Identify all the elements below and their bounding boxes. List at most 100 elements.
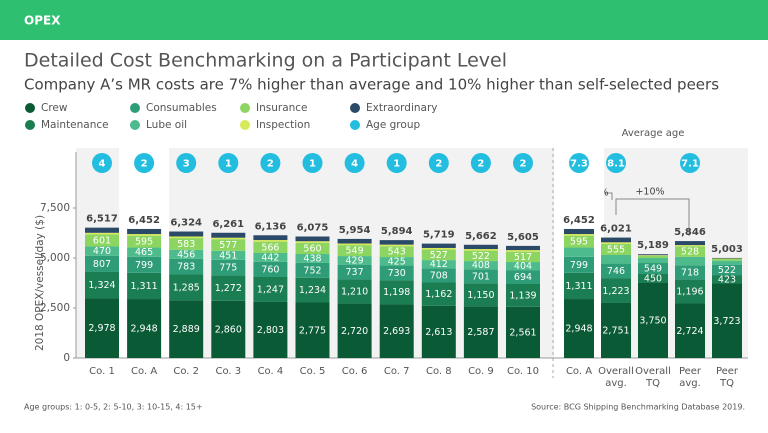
legend-label: Maintenance bbox=[41, 119, 109, 131]
legend-swatch bbox=[25, 103, 35, 113]
data-label: 799 bbox=[135, 260, 153, 271]
x-tick-label: Peer TQ bbox=[716, 366, 739, 389]
legend-swatch bbox=[350, 120, 360, 130]
bar-segment bbox=[564, 247, 594, 257]
total-label: 6,452 bbox=[563, 215, 595, 226]
data-label: 2,860 bbox=[215, 324, 242, 335]
data-label: 549 bbox=[644, 264, 662, 275]
data-label: 1,311 bbox=[565, 281, 592, 292]
legend-label: Insurance bbox=[256, 102, 308, 114]
x-tick-label: Overall TQ bbox=[635, 366, 671, 389]
age-label: 8.1 bbox=[607, 159, 625, 170]
data-label: 1,285 bbox=[173, 282, 200, 293]
age-label: 2 bbox=[477, 159, 484, 170]
bar-segment bbox=[506, 251, 540, 263]
data-label: 1,210 bbox=[341, 287, 368, 298]
total-label: 6,324 bbox=[170, 218, 202, 229]
bar-segment bbox=[564, 299, 594, 358]
bar-segment bbox=[506, 270, 540, 284]
x-tick-label: Co. 5 bbox=[300, 366, 326, 377]
total-label: 5,003 bbox=[711, 244, 743, 255]
data-label: 1,223 bbox=[602, 286, 629, 297]
data-label: 2,948 bbox=[130, 324, 157, 335]
age-marker bbox=[470, 153, 491, 173]
total-label: 5,894 bbox=[381, 226, 413, 237]
data-label: 3,750 bbox=[639, 316, 666, 327]
bar-segment bbox=[712, 275, 742, 284]
bar-segment bbox=[169, 300, 204, 358]
data-label: 451 bbox=[219, 250, 237, 261]
bar-segment bbox=[169, 236, 204, 239]
bar-segment bbox=[253, 235, 288, 241]
bar-segment bbox=[506, 306, 540, 358]
total-label: 6,261 bbox=[212, 219, 244, 230]
x-tick-label-line: Peer bbox=[716, 366, 739, 377]
header-bar bbox=[0, 0, 768, 40]
data-label: 2,751 bbox=[602, 325, 629, 336]
legend-swatch bbox=[240, 120, 250, 130]
data-label: 2,724 bbox=[676, 326, 703, 337]
bar-segment bbox=[211, 232, 246, 238]
bar-segment bbox=[712, 283, 742, 358]
legend-swatch bbox=[350, 103, 360, 113]
bar-segment bbox=[253, 240, 288, 242]
data-label: 404 bbox=[514, 261, 532, 272]
bar-segment bbox=[601, 237, 631, 243]
data-label: 423 bbox=[718, 274, 736, 285]
age-marker bbox=[513, 153, 533, 173]
bar-segment bbox=[675, 256, 705, 266]
bar-segment bbox=[421, 243, 456, 248]
age-marker bbox=[606, 153, 626, 173]
x-tick-label-line: TQ bbox=[645, 378, 660, 389]
age-label: 7.3 bbox=[570, 159, 588, 170]
x-tick-label: Co. 2 bbox=[173, 366, 199, 377]
data-label: 1,162 bbox=[425, 289, 452, 300]
legend-swatch bbox=[25, 120, 35, 130]
data-label: 412 bbox=[430, 259, 448, 270]
bar-segment bbox=[253, 241, 288, 253]
age-label: 2 bbox=[267, 159, 274, 170]
bracket-line bbox=[615, 198, 690, 236]
bar-segment bbox=[211, 250, 246, 260]
data-label: 2,889 bbox=[173, 324, 200, 335]
legend-label: Consumables bbox=[146, 102, 217, 114]
age-label: 4 bbox=[99, 159, 106, 170]
bar-segment bbox=[379, 265, 414, 281]
data-label: 438 bbox=[303, 253, 321, 264]
bar-segment bbox=[379, 246, 414, 258]
data-label: 1,196 bbox=[676, 287, 703, 298]
bar-segment bbox=[463, 283, 498, 307]
total-label: 6,517 bbox=[86, 214, 118, 225]
data-label: 2,948 bbox=[565, 324, 592, 335]
data-label: 1,247 bbox=[257, 284, 284, 295]
chart-subtitle: Company A’s MR costs are 7% higher than … bbox=[24, 76, 719, 94]
bar-segment bbox=[337, 264, 372, 280]
legend-swatch bbox=[130, 103, 140, 113]
data-label: 1,311 bbox=[130, 281, 157, 292]
annotation: Average age bbox=[622, 128, 685, 139]
bar-segment bbox=[675, 245, 705, 247]
y-tick-label: 2,500 bbox=[40, 302, 70, 314]
data-label: 566 bbox=[261, 242, 279, 253]
legend-label: Crew bbox=[41, 102, 68, 114]
total-label: 6,136 bbox=[255, 221, 287, 232]
age-marker bbox=[260, 153, 281, 173]
data-label: 470 bbox=[93, 246, 111, 257]
bar-segment bbox=[601, 255, 631, 264]
data-label: 465 bbox=[135, 247, 153, 258]
bar-segment bbox=[506, 284, 540, 307]
total-label: 6,452 bbox=[128, 215, 160, 226]
y-axis-title: 2018 OPEX/vessel/day ($) bbox=[34, 215, 46, 351]
bar-segment bbox=[337, 256, 372, 265]
bar-segment bbox=[506, 262, 540, 271]
bar-segment bbox=[463, 269, 498, 284]
bar-segment bbox=[85, 271, 119, 299]
x-tick-label: Co. 8 bbox=[426, 366, 452, 377]
legend-label: Lube oil bbox=[146, 119, 187, 131]
data-label: 549 bbox=[346, 246, 364, 257]
bar-segment bbox=[675, 279, 705, 304]
bar-segment bbox=[564, 235, 594, 248]
x-tick-label: Overall avg. bbox=[598, 366, 634, 389]
bar-segment bbox=[638, 258, 668, 264]
bar-segment bbox=[379, 240, 414, 245]
